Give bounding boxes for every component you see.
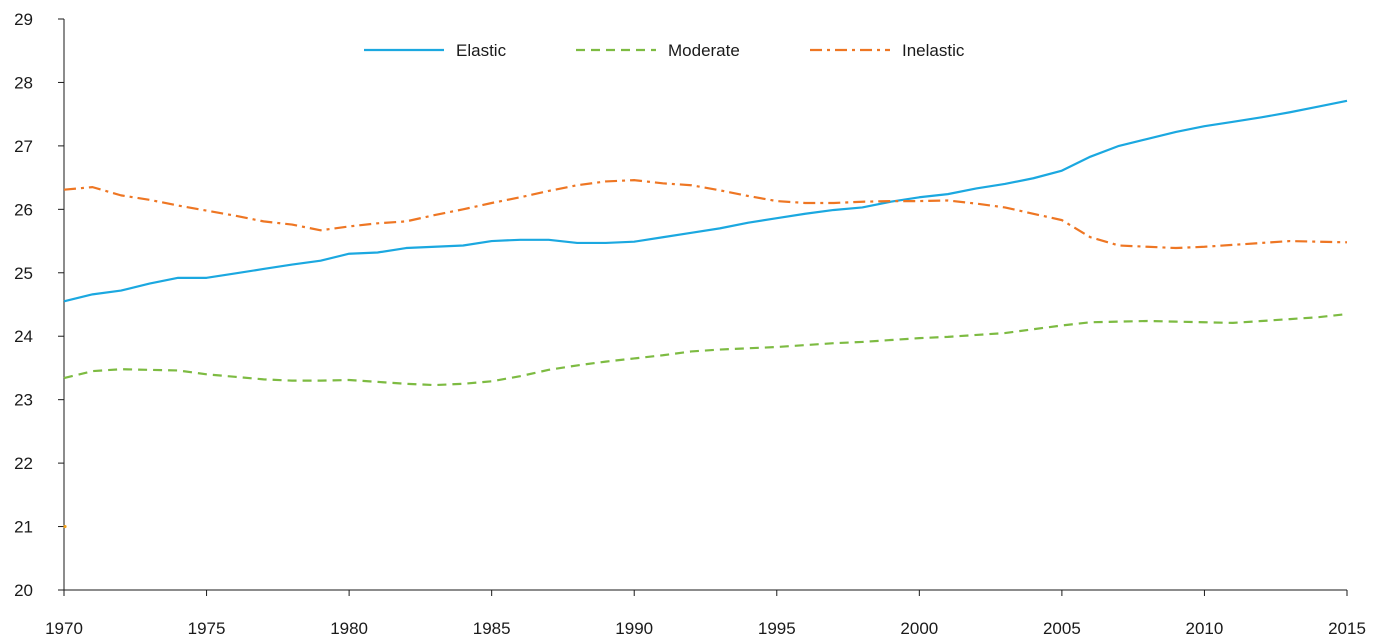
y-tick-label: 27 xyxy=(14,137,33,156)
x-tick-label: 2000 xyxy=(900,619,938,638)
x-tick-label: 1970 xyxy=(45,619,83,638)
x-tick-label: 2010 xyxy=(1186,619,1224,638)
y-tick-label: 25 xyxy=(14,264,33,283)
legend-label-moderate: Moderate xyxy=(668,41,740,60)
x-tick-label: 1975 xyxy=(188,619,226,638)
legend-label-inelastic: Inelastic xyxy=(902,41,965,60)
y-tick-label: 21 xyxy=(14,518,33,537)
x-tick-label: 2005 xyxy=(1043,619,1081,638)
y-tick-label: 24 xyxy=(14,327,33,346)
x-tick-label: 1980 xyxy=(330,619,368,638)
series-line-elastic xyxy=(63,99,1348,303)
series-line-inelastic xyxy=(63,179,1348,250)
x-tick-label: 1990 xyxy=(615,619,653,638)
y-tick-label: 20 xyxy=(14,581,33,600)
y-tick-label: 28 xyxy=(14,73,33,92)
y-tick-label: 26 xyxy=(14,200,33,219)
y-tick-label: 22 xyxy=(14,454,33,473)
axes: 20 21 22 23 24 25 26 27 28 29 1970 1975 1980 1985 1990… xyxy=(14,10,1366,638)
y-tick-label: 23 xyxy=(14,391,33,410)
x-tick-label: 1995 xyxy=(758,619,796,638)
series-line-moderate xyxy=(63,312,1348,387)
legend-label-elastic: Elastic xyxy=(456,41,507,60)
y-tick-label: 29 xyxy=(14,10,33,29)
legend: Elastic Moderate Inelastic xyxy=(364,41,965,60)
x-tick-label: 1985 xyxy=(473,619,511,638)
x-tick-label: 2015 xyxy=(1328,619,1366,638)
stray-data-point xyxy=(63,524,67,529)
series-lines xyxy=(63,99,1348,529)
